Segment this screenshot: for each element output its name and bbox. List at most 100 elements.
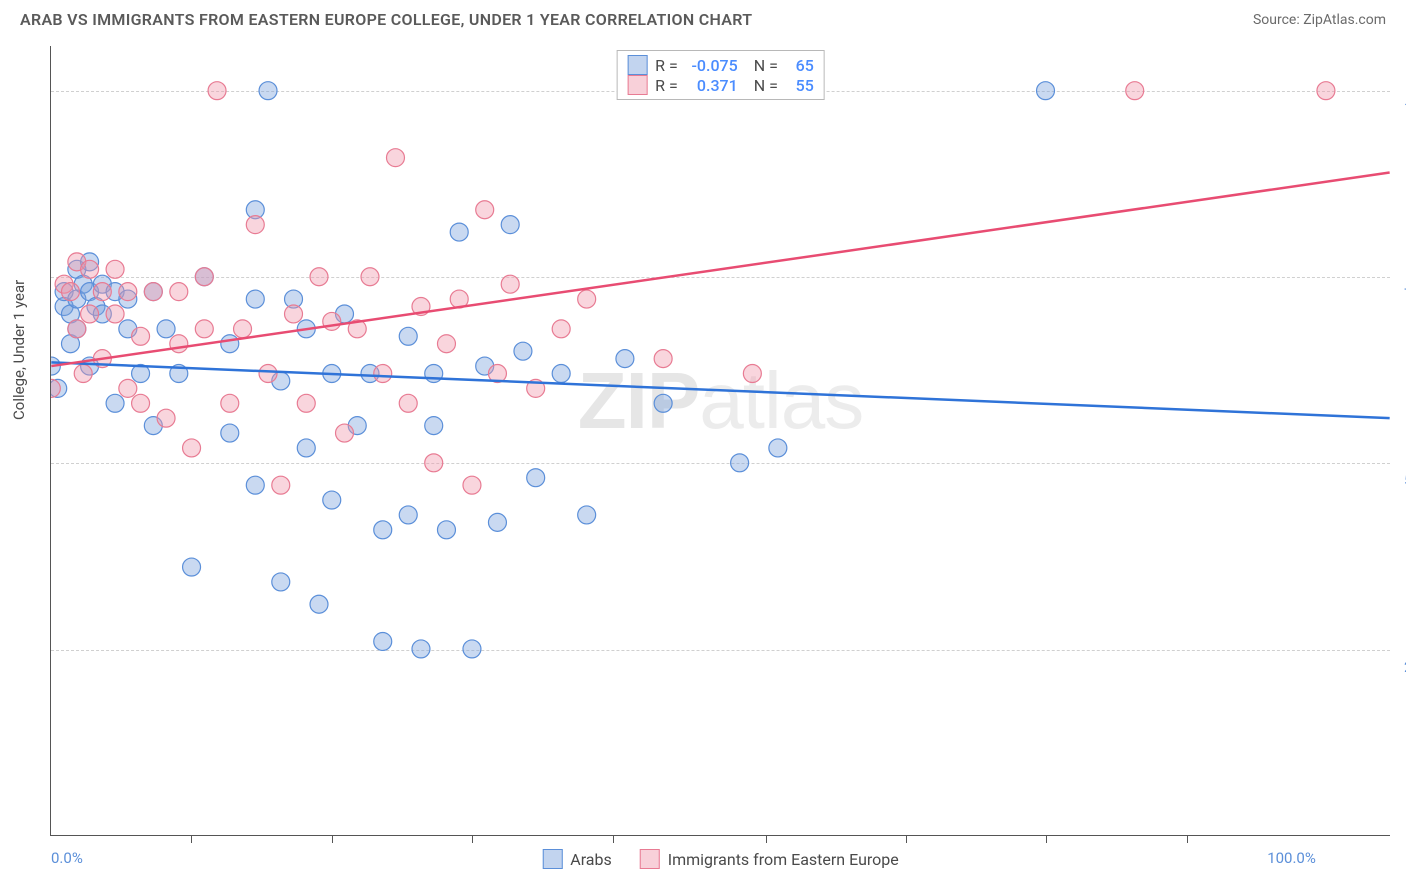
data-point (654, 394, 672, 412)
data-point (234, 320, 252, 338)
data-point (336, 424, 354, 442)
y-axis-label: College, Under 1 year (10, 280, 28, 420)
data-point (310, 595, 328, 613)
data-point (259, 82, 277, 100)
data-point (425, 454, 443, 472)
data-point (654, 350, 672, 368)
chart-plot-area: ZIPatlas R = -0.075 N = 65 R = 0.371 N =… (50, 46, 1390, 836)
data-point (272, 573, 290, 591)
data-point (769, 439, 787, 457)
data-point (323, 491, 341, 509)
data-point (221, 424, 239, 442)
data-point (501, 216, 519, 234)
data-point (119, 283, 137, 301)
data-point (450, 223, 468, 241)
data-point (81, 260, 99, 278)
data-point (1317, 82, 1335, 100)
data-point (527, 469, 545, 487)
data-point (81, 305, 99, 323)
chart-header: ARAB VS IMMIGRANTS FROM EASTERN EUROPE C… (0, 0, 1406, 35)
data-point (374, 521, 392, 539)
legend-row-arabs: R = -0.075 N = 65 (627, 55, 814, 75)
data-point (285, 305, 303, 323)
data-point (195, 320, 213, 338)
stat-n-value-1: 65 (786, 56, 814, 75)
data-point (132, 327, 150, 345)
data-point (195, 268, 213, 286)
stat-r-label: R = (655, 76, 678, 95)
data-point (552, 320, 570, 338)
data-point (476, 201, 494, 219)
data-point (552, 365, 570, 383)
data-point (323, 312, 341, 330)
legend-label: Immigrants from Eastern Europe (668, 850, 899, 869)
swatch-pink (627, 75, 647, 95)
data-point (132, 394, 150, 412)
x-tick-label: 100.0% (1267, 849, 1316, 867)
data-point (731, 454, 749, 472)
x-tick (1187, 835, 1188, 843)
swatch-blue (627, 55, 647, 75)
series-legend: Arabs Immigrants from Eastern Europe (542, 849, 899, 869)
data-point (246, 476, 264, 494)
data-point (437, 335, 455, 353)
data-point (297, 394, 315, 412)
data-point (1037, 82, 1055, 100)
stat-n-value-2: 55 (786, 76, 814, 95)
legend-item-arabs: Arabs (542, 849, 612, 869)
data-point (157, 409, 175, 427)
stat-r-label: R = (655, 56, 678, 75)
x-tick (332, 835, 333, 843)
legend-item-immigrants: Immigrants from Eastern Europe (640, 849, 899, 869)
data-point (106, 394, 124, 412)
x-tick (906, 835, 907, 843)
data-point (399, 394, 417, 412)
data-point (743, 365, 761, 383)
data-point (488, 513, 506, 531)
x-tick (472, 835, 473, 843)
data-point (170, 335, 188, 353)
stat-n-label: N = (746, 76, 778, 95)
data-point (399, 327, 417, 345)
x-tick (766, 835, 767, 843)
data-point (106, 305, 124, 323)
x-tick-label: 0.0% (51, 849, 83, 867)
data-point (514, 342, 532, 360)
stat-r-value-1: -0.075 (686, 56, 738, 75)
y-tick-label: 75.0% (1396, 285, 1406, 303)
data-point (1126, 82, 1144, 100)
legend-label: Arabs (570, 850, 612, 869)
data-point (616, 350, 634, 368)
data-point (208, 82, 226, 100)
data-point (246, 290, 264, 308)
data-point (183, 558, 201, 576)
data-point (183, 439, 201, 457)
data-point (437, 521, 455, 539)
swatch-pink (640, 849, 660, 869)
data-point (578, 290, 596, 308)
data-point (221, 394, 239, 412)
correlation-legend: R = -0.075 N = 65 R = 0.371 N = 55 (616, 50, 825, 100)
data-point (106, 260, 124, 278)
x-tick (191, 835, 192, 843)
x-tick (1046, 835, 1047, 843)
data-point (412, 640, 430, 658)
regression-line (51, 362, 1389, 418)
scatter-svg (51, 46, 1390, 835)
data-point (374, 632, 392, 650)
x-tick (613, 835, 614, 843)
source-attribution: Source: ZipAtlas.com (1253, 12, 1386, 28)
data-point (144, 283, 162, 301)
data-point (93, 283, 111, 301)
y-tick-label: 25.0% (1396, 658, 1406, 676)
y-tick-label: 50.0% (1396, 471, 1406, 489)
data-point (246, 216, 264, 234)
data-point (463, 476, 481, 494)
stat-r-value-2: 0.371 (686, 76, 738, 95)
legend-row-immigrants: R = 0.371 N = 55 (627, 75, 814, 95)
chart-title: ARAB VS IMMIGRANTS FROM EASTERN EUROPE C… (20, 10, 752, 29)
data-point (386, 149, 404, 167)
data-point (221, 335, 239, 353)
data-point (501, 275, 519, 293)
data-point (399, 506, 417, 524)
